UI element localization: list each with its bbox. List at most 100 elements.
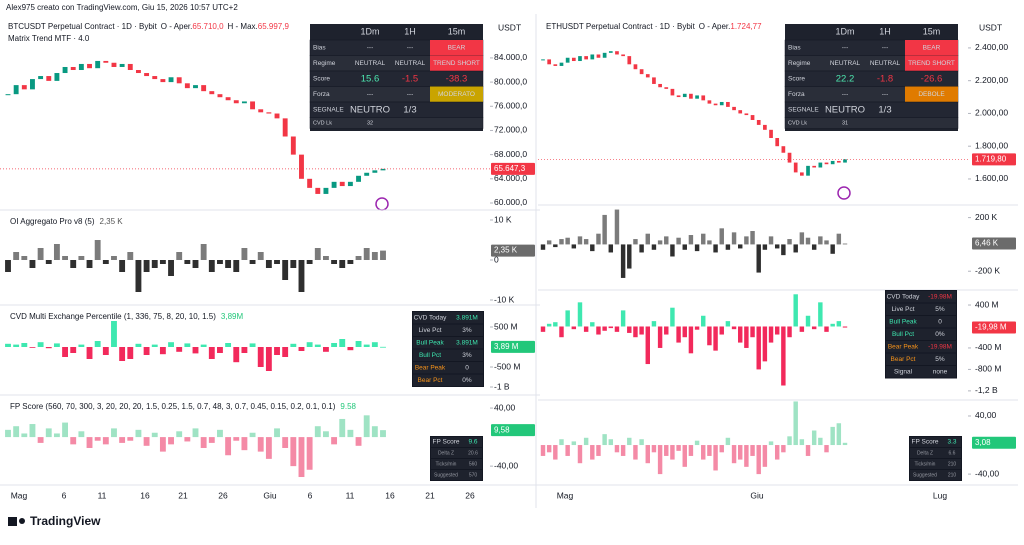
candle [621,54,625,57]
candle [584,56,588,60]
cvd-title: CVD Multi Exchange Percentile (1, 336, 7… [10,312,243,321]
mtf-cell: --- [882,45,889,52]
open-label: O - Aper. [161,22,193,31]
candle [274,113,280,119]
cvd-bar [208,347,215,359]
candle [793,162,798,173]
candle [824,162,829,165]
fp-bar [787,436,792,446]
fp-bar [314,426,321,438]
candle [707,100,712,104]
mtf-cell: --- [882,91,889,98]
fp-bar [836,423,842,446]
oi-bar [249,260,256,264]
candle [719,101,724,106]
mtf-cell: Score [313,76,330,83]
mtf-cell: 31 [842,120,848,126]
cvd-bar [135,343,142,347]
cvd-bar [805,315,811,327]
fp-table-value: 560 [469,461,478,467]
cvd-bar [793,294,798,327]
fp-bar [799,439,805,446]
oi-bar [781,244,786,256]
mtf-cell: Regime [313,60,336,67]
last-value-tag [972,153,1016,166]
fp-table-value: 6.6 [949,450,956,456]
cvd-bar [602,326,607,331]
time-label: 11 [346,490,355,500]
candle [608,51,613,53]
mtf-cell: -38.3 [446,73,468,84]
oi-bar [811,244,817,250]
cvd-bar [546,323,552,327]
cvd-bar [282,347,289,357]
oi-bar [380,250,386,260]
cvd-bar [225,343,232,347]
candle [553,64,558,66]
fp-bar [176,431,183,438]
fp-bar [830,426,835,446]
title: CVD Multi Exchange Percentile (1, 336, 7… [10,312,216,321]
fp-bar [200,437,207,448]
oi-bar [768,236,774,245]
title: OI Aggregato Pro v8 (5) [10,217,95,226]
cvd-table-value: 0 [938,319,942,326]
fp-bar [645,445,650,464]
last-value-label: 65.647,3 [494,164,526,173]
cvd-bar [339,339,346,347]
candle [54,73,60,81]
mtf-cell: NEUTRO [825,104,865,115]
candle [670,88,675,96]
cvd-bar [590,322,595,327]
fp-bar [842,442,848,446]
cvd-bar [694,326,700,330]
candle [652,77,656,84]
fp-bar [688,445,694,456]
oi-bar [371,252,378,260]
fp-table-value: 210 [948,472,957,478]
fp-bar [86,437,93,448]
cvd-bar [824,326,829,332]
mtf-cell: BEAR [448,45,466,52]
candle [347,181,353,187]
candle [30,79,35,90]
fp-bar [824,445,829,453]
oi-bar [5,260,11,272]
cvd-bar [119,347,126,361]
high-value: 65.997,9 [258,22,290,31]
mtf-cell: 1/3 [878,104,891,115]
candle [119,63,125,67]
fp-bar [363,415,370,438]
candle [633,64,638,70]
y-tick-label: -40,00 [494,460,518,470]
cvd-table-label: Signal [894,369,913,376]
mtf-cell: 15.6 [361,73,380,84]
last-value-label: 6,46 K [975,239,999,248]
fp-bar [347,429,354,438]
cvd-bar [559,326,564,338]
indicator-name: Matrix Trend MTF · 4.0 [8,34,90,43]
oi-bar [602,214,607,245]
cvd-bar [781,326,786,386]
cvd-bar [620,310,626,327]
cvd-table-row [413,362,483,374]
oi-bar [363,248,370,260]
y-tick-label: -800 M [975,364,1001,374]
fp-bar [45,428,52,438]
candle [645,74,650,78]
candle [282,118,288,137]
last-value-tag [491,340,535,353]
candle [602,52,607,58]
y-tick-label: 400 M [975,299,999,309]
mtf-cell: --- [367,91,374,98]
cvd-bar [257,347,264,367]
mtf-cell: Score [788,76,805,83]
cvd-bar [371,342,378,347]
fp-bar [241,437,248,451]
oi-bar [701,233,706,245]
oi-bar [670,244,675,257]
oi-bar [639,244,644,253]
mtf-cell: NEUTRAL [870,60,901,67]
last-value-tag [972,237,1016,250]
oi-bar [620,244,626,278]
